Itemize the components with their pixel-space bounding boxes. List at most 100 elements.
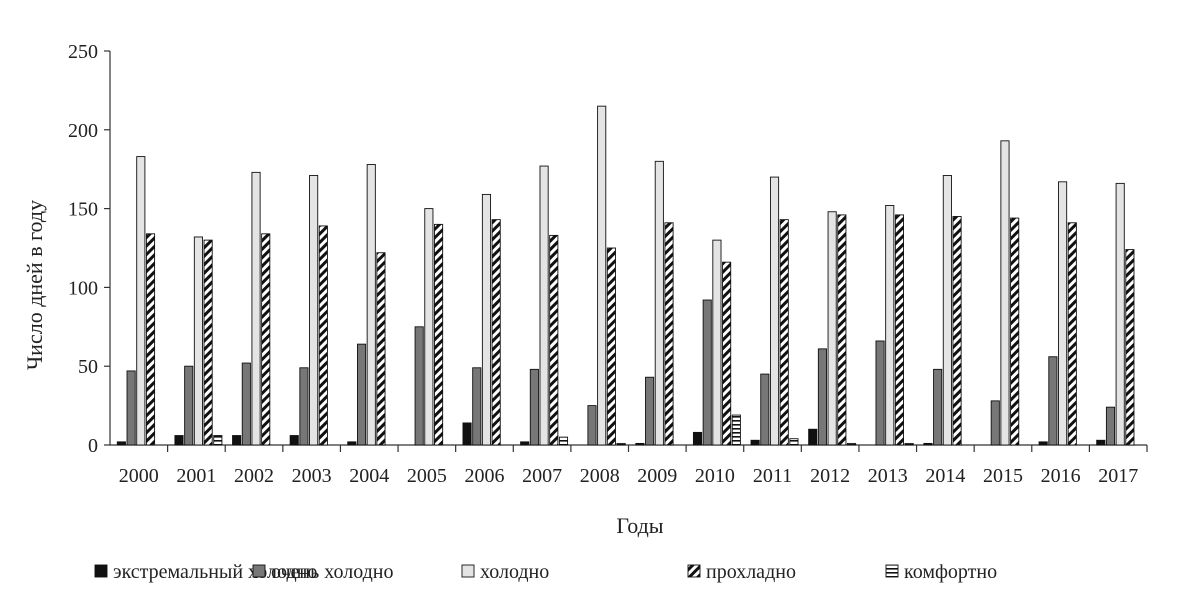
legend-label: холодно (480, 561, 549, 583)
bar-solid-gray-2006 (472, 367, 482, 446)
bar-light-gray-2003 (309, 175, 319, 446)
x-tick-label: 2006 (464, 465, 504, 487)
bar-light-gray-2008 (597, 105, 607, 446)
bar-diagonal-hatch-2011 (779, 219, 789, 446)
bar-solid-black-2014 (923, 442, 933, 446)
bar-solid-black-2003 (289, 435, 299, 446)
bar-solid-gray-2008 (587, 405, 597, 446)
x-tick-label: 2000 (119, 465, 159, 487)
bar-solid-gray-2016 (1048, 356, 1058, 446)
bar-solid-gray-2014 (933, 368, 943, 446)
bar-diagonal-hatch-2007 (549, 234, 559, 446)
bar-light-gray-2011 (769, 176, 780, 446)
y-tick-label: 150 (68, 199, 98, 221)
x-tick-label: 2017 (1098, 465, 1138, 487)
x-tick-label: 2004 (349, 465, 389, 487)
bar-light-gray-2009 (654, 160, 664, 446)
bar-diagonal-hatch-2010 (722, 261, 732, 446)
bar-diagonal-hatch-2012 (837, 214, 847, 446)
x-tick-label: 2016 (1041, 465, 1081, 487)
bar-light-gray-2004 (366, 164, 376, 446)
bar-solid-black-2001 (174, 435, 184, 446)
x-tick-label: 2015 (983, 465, 1023, 487)
legend-swatch (461, 564, 475, 578)
bar-solid-gray-2012 (817, 348, 827, 446)
bar-light-gray-2006 (481, 193, 492, 446)
bar-diagonal-hatch-2016 (1067, 222, 1077, 446)
x-tick-label: 2013 (868, 465, 908, 487)
x-tick-label: 2014 (925, 465, 965, 487)
bar-light-gray-2007 (539, 165, 549, 446)
bar-light-gray-2005 (424, 208, 434, 446)
x-tick-label: 2003 (292, 465, 332, 487)
bar-diagonal-hatch-2003 (318, 225, 328, 446)
bar-solid-black-2016 (1038, 441, 1048, 446)
bar-diagonal-hatch-2008 (606, 247, 616, 446)
bar-diagonal-hatch-2005 (434, 223, 444, 446)
y-tick-label: 0 (88, 435, 98, 457)
y-axis-title: Число дней в году (22, 200, 47, 370)
bar-solid-black-2012 (808, 428, 818, 446)
bar-diagonal-hatch-2002 (261, 233, 271, 446)
bar-horizontal-hatch-2010 (731, 414, 741, 446)
bar-solid-black-2017 (1096, 439, 1106, 446)
bar-light-gray-2017 (1115, 182, 1125, 446)
bar-light-gray-2015 (1000, 140, 1010, 446)
bar-solid-black-2004 (347, 441, 357, 446)
bar-solid-gray-2013 (875, 340, 885, 446)
bar-solid-black-2010 (692, 431, 703, 446)
bar-diagonal-hatch-2009 (664, 222, 674, 446)
x-tick-label: 2011 (753, 465, 792, 487)
legend-swatch (885, 564, 899, 578)
legend-swatch (252, 564, 266, 578)
bar-solid-gray-2017 (1105, 406, 1116, 446)
bar-diagonal-hatch-2006 (491, 219, 501, 446)
bar-diagonal-hatch-2000 (145, 233, 156, 446)
bar-horizontal-hatch-2008 (616, 442, 626, 446)
legend-label: очень холодно (271, 561, 394, 583)
bar-horizontal-hatch-2012 (846, 442, 857, 446)
bar-solid-gray-2000 (126, 370, 136, 446)
bar-horizontal-hatch-2007 (558, 436, 569, 446)
legend-swatch (94, 564, 108, 578)
bar-horizontal-hatch-2011 (789, 438, 799, 446)
bar-light-gray-2014 (942, 175, 952, 446)
x-tick-label: 2012 (810, 465, 850, 487)
bar-solid-gray-2011 (760, 373, 770, 446)
bar-light-gray-2010 (712, 239, 722, 446)
bar-solid-black-2000 (116, 441, 126, 446)
bar-light-gray-2001 (193, 236, 203, 446)
bar-horizontal-hatch-2013 (904, 442, 914, 446)
y-tick-label: 250 (68, 41, 98, 63)
bar-solid-gray-2001 (184, 365, 194, 446)
bar-solid-black-2002 (232, 435, 242, 446)
bar-solid-gray-2004 (357, 343, 367, 446)
y-tick-label: 100 (68, 277, 98, 299)
bar-solid-gray-2007 (529, 368, 539, 446)
bar-solid-gray-2002 (241, 362, 251, 446)
bar-solid-gray-2015 (990, 400, 1000, 446)
bar-light-gray-2000 (136, 156, 146, 446)
legend-label: комфортно (904, 561, 997, 583)
bar-horizontal-hatch-2001 (213, 435, 223, 446)
bar-diagonal-hatch-2004 (376, 252, 386, 446)
bar-solid-gray-2009 (645, 376, 655, 446)
bar-diagonal-hatch-2015 (1010, 217, 1020, 446)
bar-solid-gray-2003 (299, 367, 309, 446)
bar-solid-black-2011 (750, 439, 760, 446)
x-tick-label: 2010 (695, 465, 735, 487)
x-tick-label: 2001 (176, 465, 216, 487)
bar-solid-black-2006 (462, 422, 472, 446)
legend-label: прохладно (706, 561, 796, 583)
y-tick-label: 50 (78, 356, 98, 378)
bar-solid-gray-2005 (414, 326, 424, 446)
bar-solid-gray-2010 (702, 299, 712, 446)
bar-diagonal-hatch-2017 (1125, 249, 1135, 446)
plot-area: 0 50 100 150 200 250 2000 2001 2002 2003 2004 2005 2… (68, 41, 1148, 487)
bar-solid-black-2007 (520, 441, 530, 446)
bar-light-gray-2013 (885, 204, 895, 446)
x-tick-label: 2005 (407, 465, 447, 487)
x-tick-label: 2007 (522, 465, 562, 487)
